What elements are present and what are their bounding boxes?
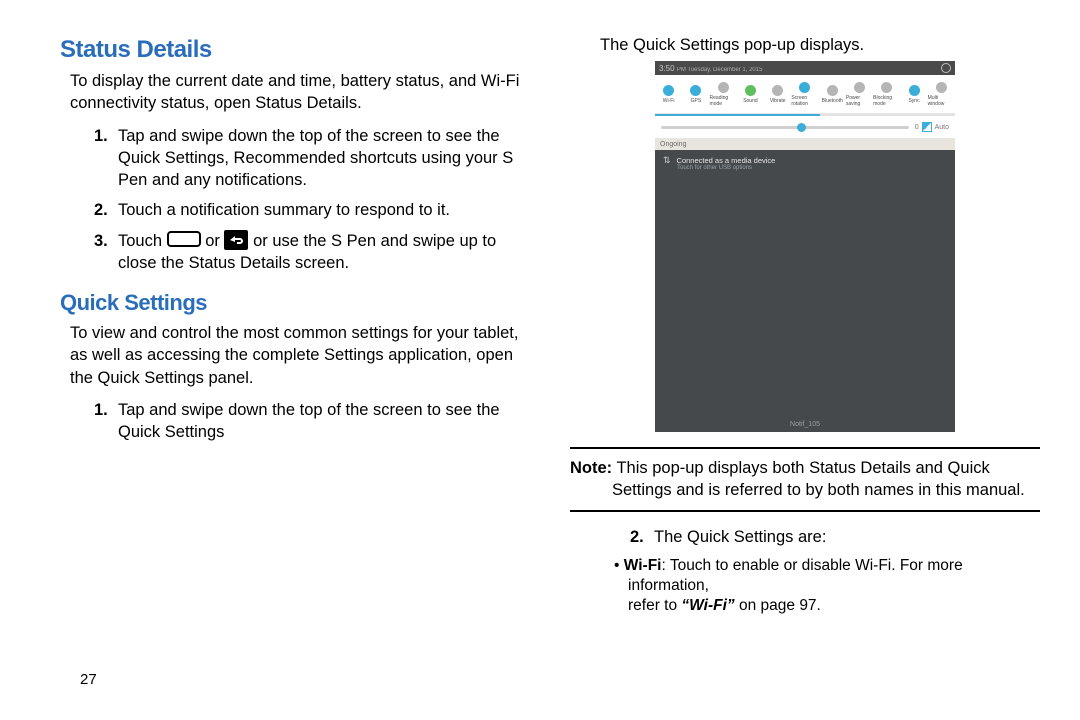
- step-text: Touch a notification summary to respond …: [118, 199, 530, 221]
- step-number: 2.: [630, 526, 654, 548]
- shot-qs-toggle: Screen rotation: [791, 75, 818, 113]
- shot-auto-label: Auto: [935, 124, 949, 131]
- shot-qs-toggle-row: Wi-Fi GPS Reading mode Sound Vibrate Screen r…: [655, 75, 955, 114]
- shot-qs-toggle-label: GPS: [691, 98, 702, 104]
- shot-qs-toggle-label: Sound: [743, 98, 757, 104]
- gear-icon: [941, 63, 951, 73]
- shot-qs-toggle-icon: [854, 82, 865, 93]
- usb-icon: ⇅: [663, 156, 671, 165]
- shot-brightness-row: 0 Auto: [655, 116, 955, 139]
- checkbox-icon: [922, 122, 932, 132]
- step-number: 1.: [94, 399, 118, 444]
- step3-pre: Touch: [118, 232, 167, 250]
- shot-qs-toggle-icon: [881, 82, 892, 93]
- status-intro: To display the current date and time, ba…: [70, 70, 530, 115]
- list-item: 1. Tap and swipe down the top of the scr…: [94, 399, 530, 444]
- heading-status-details: Status Details: [60, 36, 530, 64]
- shot-notif-title: Connected as a media device: [677, 156, 776, 165]
- shot-qs-toggle: Sound: [737, 75, 764, 113]
- shot-footer-label: Notif_105: [655, 421, 955, 428]
- shot-qs-toggle: Bluetooth: [819, 75, 846, 113]
- quick-steps-list: 1. Tap and swipe down the top of the scr…: [94, 399, 530, 444]
- step-number: 1.: [94, 125, 118, 192]
- quick-settings-screenshot: 3:50 PM Tuesday, December 1, 2015 Wi-Fi G…: [655, 61, 955, 431]
- shot-qs-toggle-icon: [663, 85, 674, 96]
- shot-qs-toggle-icon: [909, 85, 920, 96]
- shot-qs-toggle: Sync: [900, 75, 927, 113]
- step3-mid: or: [205, 232, 224, 250]
- qs-are-list: 2. The Quick Settings are:: [604, 526, 1040, 548]
- shot-qs-toggle-label: Screen rotation: [791, 95, 818, 107]
- shot-qs-toggle-label: Power saving: [846, 95, 873, 107]
- note-label: Note:: [570, 459, 612, 477]
- wifi-rest1: : Touch to enable or disable Wi-Fi. For …: [628, 557, 963, 594]
- shot-notif-subtitle: Touch for other USB options: [655, 165, 955, 171]
- shot-qs-toggle: GPS: [682, 75, 709, 113]
- shot-qs-toggle: Wi-Fi: [655, 75, 682, 113]
- note-block: Note: This pop-up displays both Status D…: [570, 447, 1040, 512]
- home-button-icon: [167, 231, 201, 247]
- shot-time: 3:50: [659, 64, 675, 73]
- step-text: Touch or or use the S Pen and swipe up t…: [118, 230, 530, 275]
- shot-notification: ⇅ Connected as a media device: [655, 150, 955, 165]
- list-item: 3. Touch or or use the S Pen and swipe u…: [94, 230, 530, 275]
- wifi-label: Wi-Fi: [624, 557, 662, 574]
- shot-qs-toggle-label: Multi window: [928, 95, 955, 107]
- shot-qs-toggle: Reading mode: [710, 75, 737, 113]
- shot-qs-toggle-icon: [745, 85, 756, 96]
- wifi-bullet: Wi-Fi: Touch to enable or disable Wi-Fi.…: [614, 556, 1040, 616]
- wifi-rest2-post: on page 97.: [735, 597, 821, 614]
- status-steps-list: 1. Tap and swipe down the top of the scr…: [94, 125, 530, 275]
- shot-notification-area: ⇅ Connected as a media device Touch for …: [655, 150, 955, 432]
- shot-qs-toggle: Blocking mode: [873, 75, 900, 113]
- shot-qs-toggle-icon: [690, 85, 701, 96]
- bullet-icon: [614, 557, 624, 574]
- shot-qs-toggle: Multi window: [928, 75, 955, 113]
- shot-qs-toggle-label: Bluetooth: [822, 98, 843, 104]
- screenshot-caption: The Quick Settings pop-up displays.: [600, 36, 1040, 55]
- shot-qs-toggle-icon: [772, 85, 783, 96]
- step-number: 3.: [94, 230, 118, 275]
- note-line1: This pop-up displays both Status Details…: [612, 459, 990, 477]
- wifi-crossref: “Wi-Fi”: [681, 597, 734, 614]
- shot-qs-toggle-label: Sync: [908, 98, 919, 104]
- note-line2: Settings and is referred to by both name…: [612, 479, 1040, 501]
- shot-qs-toggle-icon: [799, 82, 810, 93]
- step-text: Tap and swipe down the top of the screen…: [118, 399, 530, 444]
- shot-status-bar: 3:50 PM Tuesday, December 1, 2015: [655, 61, 955, 75]
- back-button-icon: [224, 230, 248, 250]
- shot-qs-toggle: Vibrate: [764, 75, 791, 113]
- shot-section-label: Ongoing: [655, 139, 955, 150]
- page-number: 27: [80, 671, 97, 688]
- step-text: The Quick Settings are:: [654, 526, 1040, 548]
- shot-qs-toggle-label: Wi-Fi: [663, 98, 675, 104]
- step-text: Tap and swipe down the top of the screen…: [118, 125, 530, 192]
- shot-date: PM Tuesday, December 1, 2015: [677, 67, 763, 73]
- shot-qs-toggle-label: Blocking mode: [873, 95, 900, 107]
- shot-qs-toggle-label: Reading mode: [710, 95, 737, 107]
- quick-intro: To view and control the most common sett…: [70, 322, 530, 389]
- heading-quick-settings: Quick Settings: [60, 290, 530, 316]
- wifi-rest2-pre: refer to: [628, 597, 681, 614]
- list-item: 2. The Quick Settings are:: [630, 526, 1040, 548]
- shot-brightness-slider: [661, 126, 909, 129]
- shot-qs-toggle: Power saving: [846, 75, 873, 113]
- shot-qs-toggle-icon: [936, 82, 947, 93]
- shot-qs-toggle-label: Vibrate: [770, 98, 786, 104]
- shot-qs-toggle-icon: [718, 82, 729, 93]
- list-item: 1. Tap and swipe down the top of the scr…: [94, 125, 530, 192]
- shot-qs-toggle-icon: [827, 85, 838, 96]
- shot-brightness-readout: 0 Auto: [915, 122, 949, 132]
- step-number: 2.: [94, 199, 118, 221]
- list-item: 2. Touch a notification summary to respo…: [94, 199, 530, 221]
